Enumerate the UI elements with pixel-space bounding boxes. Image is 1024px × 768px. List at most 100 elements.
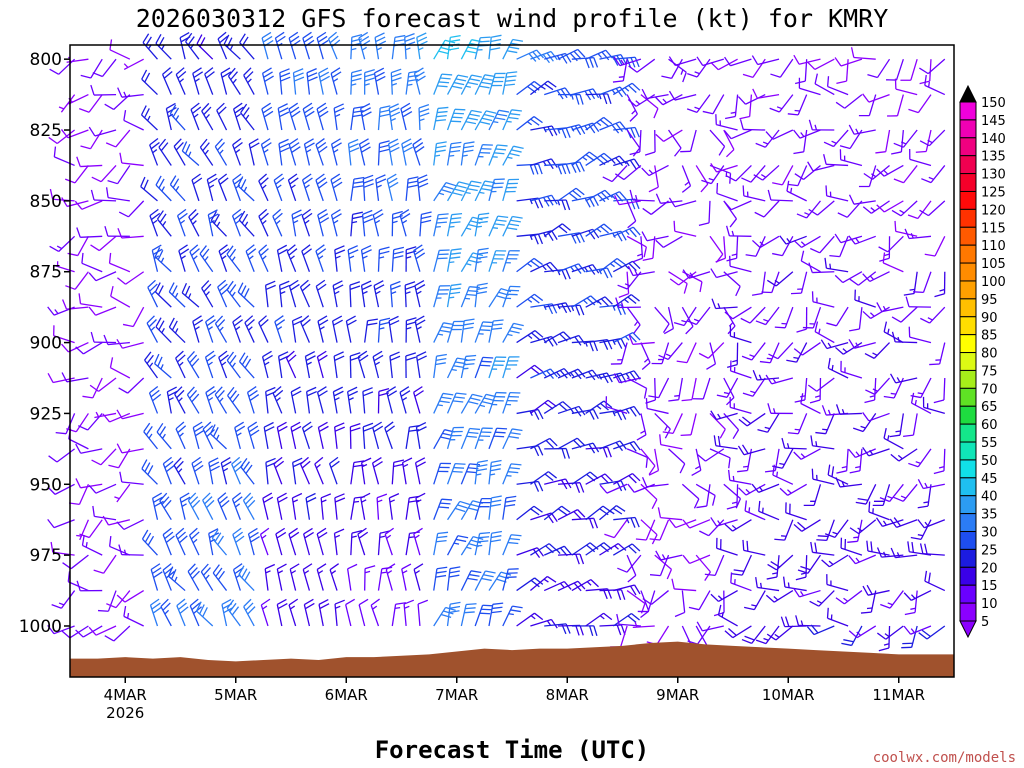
wind-barb — [613, 440, 641, 452]
wind-barb-half-feather — [453, 542, 460, 545]
wind-barb — [921, 165, 946, 184]
wind-barb — [299, 279, 311, 308]
wind-barb-feather — [505, 499, 516, 503]
wind-barb-half-feather — [542, 338, 547, 344]
wind-barb-half-feather — [506, 120, 512, 123]
wind-barb-half-feather — [625, 161, 630, 167]
wind-barb — [903, 625, 932, 635]
wind-barb-feather — [104, 635, 115, 642]
wind-barb — [51, 590, 76, 609]
wind-barb-half-feather — [235, 149, 241, 154]
wind-barb-feather — [186, 351, 195, 360]
wind-barb-feather — [179, 248, 190, 256]
colorbar-label: 150 — [981, 96, 1006, 111]
wind-barb-feather — [375, 36, 386, 43]
wind-barb — [173, 457, 186, 485]
wind-barb-feather — [349, 147, 360, 153]
wind-barb-feather — [577, 368, 586, 378]
wind-barb-feather — [849, 527, 860, 535]
wind-barb-feather — [438, 50, 449, 55]
colorbar-label: 50 — [981, 454, 998, 469]
wind-barb-feather — [758, 500, 761, 512]
colorbar-swatch — [959, 584, 977, 604]
wind-barb-half-feather — [318, 255, 324, 260]
wind-barb-half-feather — [774, 633, 780, 638]
wind-barb — [772, 165, 794, 186]
wind-barb-staff — [108, 519, 131, 526]
wind-barb — [807, 161, 835, 172]
wind-barb-feather — [436, 353, 447, 357]
wind-barb — [626, 235, 647, 258]
wind-barb-feather — [260, 212, 269, 221]
wind-barb-feather — [116, 594, 126, 603]
wind-barb-feather — [551, 125, 558, 136]
wind-barb-feather — [220, 67, 231, 74]
wind-barb — [502, 568, 519, 591]
wind-barb-feather — [793, 151, 804, 155]
wind-barb — [102, 412, 131, 423]
wind-barb — [502, 605, 523, 627]
wind-barb-half-feather — [927, 139, 933, 144]
wind-barb — [862, 93, 890, 103]
wind-barb-half-feather — [540, 85, 546, 90]
wind-barb — [168, 282, 186, 308]
wind-barb — [811, 468, 835, 485]
wind-barb — [389, 280, 401, 308]
wind-barb-feather — [933, 470, 945, 475]
wind-barb — [301, 244, 312, 272]
wind-barb-feather — [417, 36, 428, 43]
wind-barb-feather — [278, 248, 288, 255]
wind-barb-feather — [786, 359, 797, 363]
wind-barb — [405, 246, 417, 272]
x-axis-label: Forecast Time (UTC) — [375, 736, 650, 764]
wind-barb-feather — [919, 543, 924, 554]
wind-barb-feather — [806, 626, 815, 635]
wind-barb — [673, 306, 697, 327]
wind-barb-half-feather — [221, 255, 227, 260]
wind-barb-feather — [600, 225, 609, 234]
wind-barb — [446, 181, 469, 202]
wind-barb-staff — [645, 519, 656, 541]
wind-barb — [710, 268, 738, 279]
wind-barb-feather — [481, 325, 492, 328]
wind-barb-feather — [864, 352, 875, 359]
wind-barb — [655, 235, 683, 248]
wind-barb-half-feather — [334, 113, 341, 118]
wind-barb-staff — [654, 448, 660, 471]
colorbar-swatch — [959, 566, 977, 586]
wind-barb — [629, 129, 642, 156]
wind-barb-feather — [787, 432, 799, 435]
wind-barb-feather — [696, 505, 707, 509]
wind-barb-feather — [668, 90, 676, 101]
wind-barb-feather — [171, 569, 177, 580]
wind-barb — [414, 457, 426, 485]
wind-barb-half-feather — [175, 185, 180, 192]
wind-barb-half-feather — [625, 230, 630, 236]
wind-barb-feather — [808, 208, 818, 216]
wind-barb-feather — [891, 209, 902, 217]
wind-barb-feather — [467, 117, 478, 121]
wind-barb-feather — [280, 76, 291, 82]
wind-barb-feather — [334, 249, 346, 255]
wind-barb-half-feather — [245, 114, 250, 120]
wind-barb-feather — [405, 356, 417, 361]
wind-barb-feather — [419, 112, 430, 118]
wind-barb-half-feather — [381, 571, 387, 574]
wind-barb — [400, 102, 413, 131]
wind-barb-half-feather — [855, 342, 860, 348]
wind-barb-staff — [695, 165, 709, 185]
wind-barb-feather — [214, 532, 222, 542]
wind-barb-feather — [629, 228, 637, 238]
wind-barb — [919, 543, 945, 556]
wind-barb-feather — [629, 113, 638, 122]
wind-barb — [599, 483, 628, 494]
wind-barb-feather — [810, 541, 814, 553]
wind-barb — [530, 618, 558, 629]
wind-barb-feather — [159, 426, 167, 436]
wind-barb-feather — [189, 354, 198, 364]
wind-barb-staff — [705, 448, 725, 462]
wind-barb-half-feather — [586, 581, 592, 586]
wind-barb — [751, 483, 780, 493]
wind-barb — [350, 530, 363, 556]
wind-barb-feather — [358, 598, 369, 606]
